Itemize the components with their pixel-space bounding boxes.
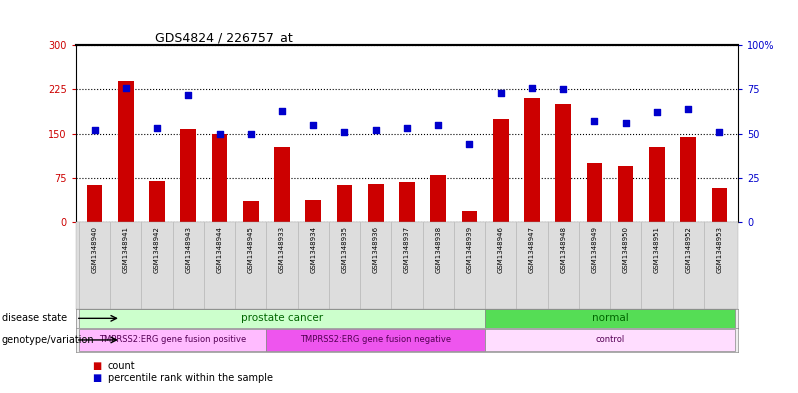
Text: GSM1348944: GSM1348944 bbox=[216, 226, 223, 273]
Point bbox=[88, 127, 101, 133]
Text: GSM1348938: GSM1348938 bbox=[435, 226, 441, 274]
Point bbox=[494, 90, 507, 96]
Text: GSM1348952: GSM1348952 bbox=[685, 226, 691, 273]
Bar bbox=[399, 182, 415, 222]
Point bbox=[275, 107, 288, 114]
Point bbox=[151, 125, 164, 131]
Bar bbox=[485, 309, 735, 328]
Text: GSM1348948: GSM1348948 bbox=[560, 226, 567, 274]
Bar bbox=[485, 329, 735, 351]
Bar bbox=[712, 188, 727, 222]
Point bbox=[713, 129, 726, 135]
Text: GSM1348950: GSM1348950 bbox=[622, 226, 629, 274]
Text: control: control bbox=[595, 336, 625, 344]
Point bbox=[619, 120, 632, 126]
Bar bbox=[681, 136, 696, 222]
Bar bbox=[118, 81, 133, 222]
Bar bbox=[243, 201, 259, 222]
Point bbox=[557, 86, 570, 93]
Bar bbox=[493, 119, 508, 222]
Bar bbox=[306, 200, 321, 222]
Point bbox=[526, 84, 539, 91]
Bar bbox=[555, 104, 571, 222]
Text: GSM1348933: GSM1348933 bbox=[279, 226, 285, 274]
Bar bbox=[337, 185, 352, 222]
Bar bbox=[211, 134, 227, 222]
Bar bbox=[87, 185, 102, 222]
Text: normal: normal bbox=[591, 313, 629, 323]
Point bbox=[338, 129, 351, 135]
Text: ■: ■ bbox=[92, 361, 101, 371]
Text: GSM1348946: GSM1348946 bbox=[498, 226, 504, 274]
Point bbox=[463, 141, 476, 147]
Text: TMPRSS2:ERG gene fusion positive: TMPRSS2:ERG gene fusion positive bbox=[99, 336, 247, 344]
Text: GSM1348942: GSM1348942 bbox=[154, 226, 160, 273]
Bar bbox=[587, 163, 602, 222]
Point bbox=[588, 118, 601, 124]
Bar bbox=[180, 129, 196, 222]
Text: GSM1348937: GSM1348937 bbox=[404, 226, 410, 274]
Bar bbox=[79, 309, 485, 328]
Text: genotype/variation: genotype/variation bbox=[2, 335, 94, 345]
Text: GSM1348939: GSM1348939 bbox=[467, 226, 472, 274]
Text: disease state: disease state bbox=[2, 313, 67, 323]
Text: GSM1348940: GSM1348940 bbox=[92, 226, 97, 274]
Point bbox=[650, 109, 663, 116]
Text: TMPRSS2:ERG gene fusion negative: TMPRSS2:ERG gene fusion negative bbox=[300, 336, 452, 344]
Point bbox=[307, 121, 320, 128]
Text: GDS4824 / 226757_at: GDS4824 / 226757_at bbox=[156, 31, 293, 44]
Text: count: count bbox=[108, 361, 136, 371]
Point bbox=[369, 127, 382, 133]
Point bbox=[432, 121, 444, 128]
Text: GSM1348945: GSM1348945 bbox=[247, 226, 254, 273]
Text: prostate cancer: prostate cancer bbox=[241, 313, 323, 323]
Point bbox=[681, 106, 694, 112]
Point bbox=[401, 125, 413, 131]
Point bbox=[120, 84, 132, 91]
Text: GSM1348935: GSM1348935 bbox=[342, 226, 347, 274]
Text: ■: ■ bbox=[92, 373, 101, 383]
Text: GSM1348947: GSM1348947 bbox=[529, 226, 535, 274]
Text: GSM1348943: GSM1348943 bbox=[185, 226, 192, 274]
Bar bbox=[430, 175, 446, 222]
Bar bbox=[368, 184, 384, 222]
Text: GSM1348941: GSM1348941 bbox=[123, 226, 128, 274]
Bar bbox=[275, 147, 290, 222]
Text: GSM1348951: GSM1348951 bbox=[654, 226, 660, 274]
Bar bbox=[462, 211, 477, 222]
Point bbox=[244, 130, 257, 137]
Text: GSM1348953: GSM1348953 bbox=[717, 226, 722, 274]
Point bbox=[213, 130, 226, 137]
Text: GSM1348949: GSM1348949 bbox=[591, 226, 598, 274]
Bar bbox=[618, 166, 634, 222]
Text: GSM1348936: GSM1348936 bbox=[373, 226, 379, 274]
Bar bbox=[149, 181, 165, 222]
Bar bbox=[649, 147, 665, 222]
Text: percentile rank within the sample: percentile rank within the sample bbox=[108, 373, 273, 383]
Point bbox=[182, 92, 195, 98]
Text: GSM1348934: GSM1348934 bbox=[310, 226, 316, 274]
Bar bbox=[79, 329, 267, 351]
Bar bbox=[267, 329, 485, 351]
Bar bbox=[524, 98, 539, 222]
